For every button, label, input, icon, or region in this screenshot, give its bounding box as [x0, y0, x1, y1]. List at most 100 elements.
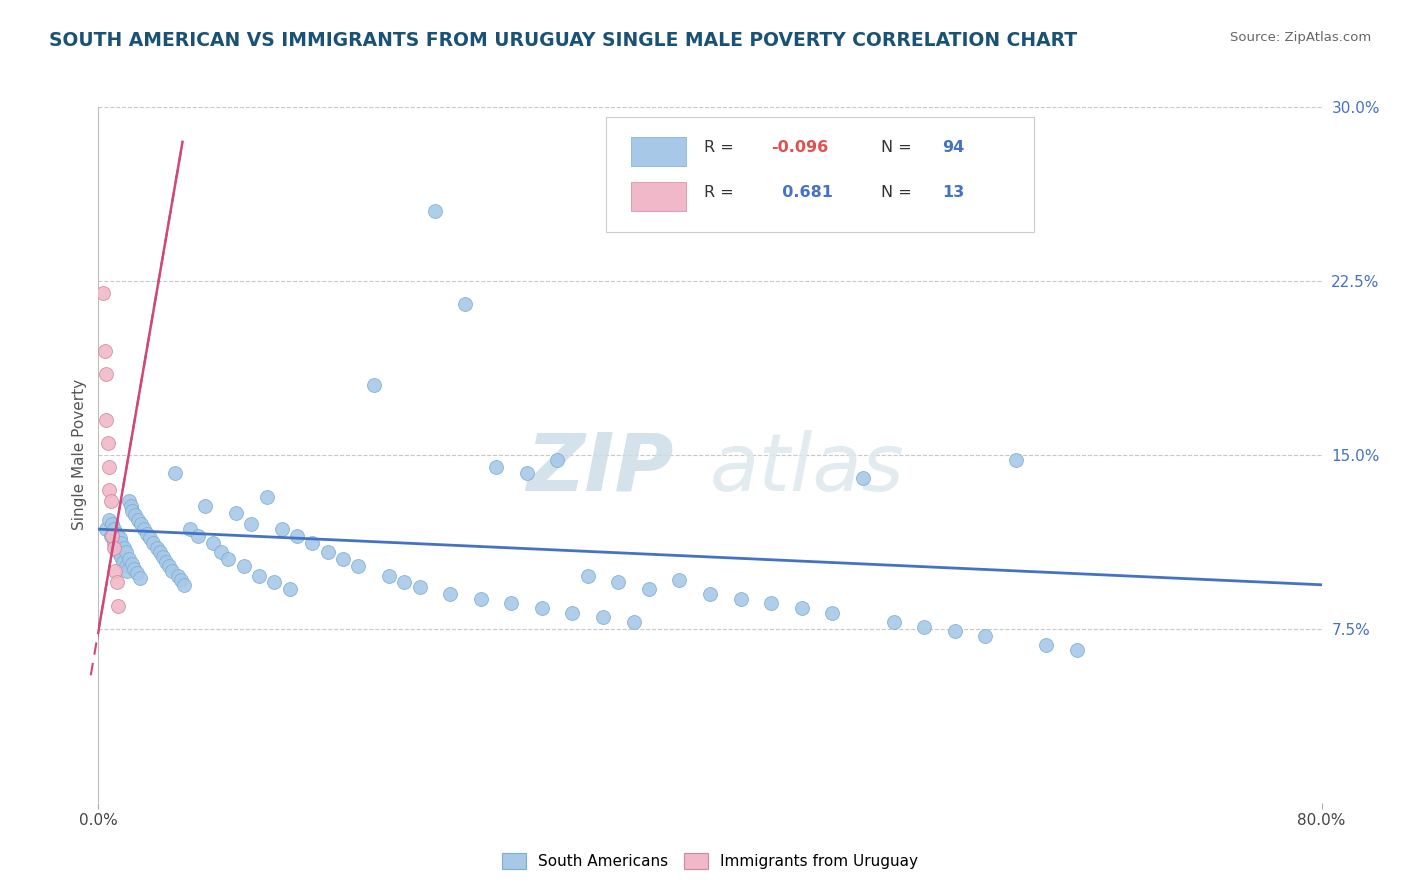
- Point: [576, 568, 599, 582]
- Point: [943, 624, 966, 639]
- Point: [105, 526, 128, 541]
- Point: [392, 575, 416, 590]
- Point: [121, 503, 143, 517]
- Point: [101, 517, 124, 532]
- Point: [98, 483, 121, 497]
- Point: [91, 285, 114, 300]
- Point: [607, 575, 630, 590]
- Point: [118, 494, 141, 508]
- Y-axis label: Single Male Poverty: Single Male Poverty: [72, 379, 87, 531]
- Point: [423, 204, 446, 219]
- Point: [408, 580, 430, 594]
- Point: [332, 552, 354, 566]
- Point: [301, 536, 323, 550]
- Point: [136, 526, 159, 541]
- Point: [94, 367, 117, 381]
- Point: [501, 596, 523, 610]
- Point: [103, 522, 125, 536]
- Text: atlas: atlas: [710, 430, 905, 508]
- Point: [821, 606, 844, 620]
- Text: -0.096: -0.096: [772, 140, 828, 155]
- Point: [120, 499, 142, 513]
- Point: [111, 555, 134, 569]
- Point: [170, 573, 193, 587]
- Point: [155, 555, 177, 569]
- Point: [1066, 642, 1088, 657]
- Point: [592, 610, 614, 624]
- Point: [247, 568, 270, 582]
- Point: [139, 532, 162, 546]
- Point: [240, 517, 263, 532]
- Text: 13: 13: [942, 186, 965, 200]
- Point: [209, 545, 232, 559]
- FancyBboxPatch shape: [606, 118, 1035, 232]
- Point: [107, 599, 129, 613]
- Point: [117, 564, 139, 578]
- Point: [852, 471, 875, 485]
- Point: [187, 529, 209, 543]
- Point: [103, 541, 125, 555]
- Point: [1035, 638, 1057, 652]
- Point: [561, 606, 583, 620]
- Point: [194, 499, 217, 513]
- Point: [149, 545, 172, 559]
- Point: [129, 517, 152, 532]
- Point: [110, 536, 132, 550]
- Point: [118, 552, 141, 566]
- Text: R =: R =: [704, 186, 738, 200]
- FancyBboxPatch shape: [630, 137, 686, 166]
- Point: [115, 559, 138, 574]
- Point: [173, 578, 195, 592]
- Point: [1004, 452, 1026, 467]
- Point: [699, 587, 721, 601]
- Point: [232, 559, 254, 574]
- Point: [790, 601, 813, 615]
- Point: [730, 591, 752, 606]
- Point: [623, 615, 645, 629]
- Point: [316, 545, 339, 559]
- Text: SOUTH AMERICAN VS IMMIGRANTS FROM URUGUAY SINGLE MALE POVERTY CORRELATION CHART: SOUTH AMERICAN VS IMMIGRANTS FROM URUGUA…: [49, 31, 1077, 50]
- Point: [378, 568, 401, 582]
- Point: [759, 596, 782, 610]
- Text: N =: N =: [882, 140, 917, 155]
- Point: [115, 545, 138, 559]
- Point: [263, 575, 285, 590]
- Point: [127, 513, 149, 527]
- Point: [347, 559, 370, 574]
- Point: [105, 575, 128, 590]
- Text: 0.681: 0.681: [772, 186, 834, 200]
- Point: [217, 552, 239, 566]
- Text: Source: ZipAtlas.com: Source: ZipAtlas.com: [1230, 31, 1371, 45]
- Point: [546, 452, 568, 467]
- Point: [516, 467, 538, 481]
- Point: [530, 601, 553, 615]
- Point: [104, 564, 127, 578]
- Point: [100, 494, 122, 508]
- Point: [160, 564, 183, 578]
- Point: [270, 522, 292, 536]
- FancyBboxPatch shape: [630, 182, 686, 211]
- Point: [93, 343, 115, 358]
- Point: [225, 506, 247, 520]
- Point: [122, 561, 145, 575]
- Legend: South Americans, Immigrants from Uruguay: South Americans, Immigrants from Uruguay: [495, 847, 925, 875]
- Point: [110, 549, 132, 564]
- Point: [98, 513, 121, 527]
- Point: [912, 619, 935, 633]
- Point: [974, 629, 997, 643]
- Point: [179, 522, 201, 536]
- Point: [100, 529, 122, 543]
- Text: 94: 94: [942, 140, 965, 155]
- Text: N =: N =: [882, 186, 917, 200]
- Point: [94, 413, 117, 427]
- Point: [202, 536, 225, 550]
- Point: [363, 378, 385, 392]
- Point: [121, 557, 143, 571]
- Point: [134, 522, 156, 536]
- Point: [152, 549, 174, 564]
- Point: [637, 582, 661, 597]
- Point: [107, 545, 129, 559]
- Point: [157, 559, 180, 574]
- Point: [439, 587, 461, 601]
- Point: [108, 532, 131, 546]
